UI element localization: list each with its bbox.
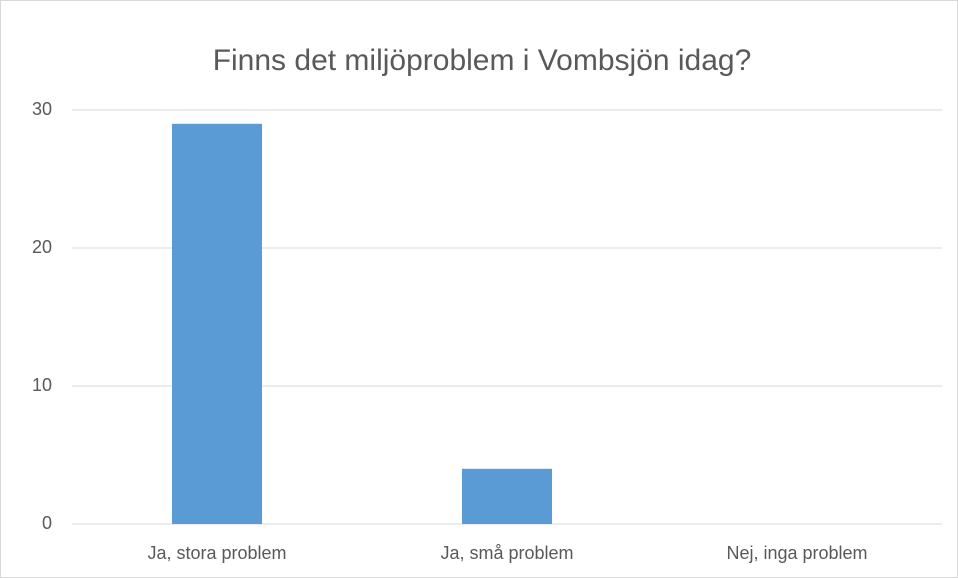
bar	[172, 123, 262, 525]
y-tick-label: 20	[32, 237, 52, 257]
y-tick-label: 10	[32, 375, 52, 395]
y-tick-label: 30	[32, 99, 52, 119]
x-tick-label: Nej, inga problem	[726, 543, 867, 563]
y-tick-label: 0	[42, 513, 52, 533]
bar	[462, 468, 552, 524]
chart-title: Finns det miljöproblem i Vombsjön idag?	[213, 44, 752, 77]
x-tick-label: Ja, stora problem	[147, 543, 286, 563]
x-tick-label: Ja, små problem	[440, 543, 573, 563]
